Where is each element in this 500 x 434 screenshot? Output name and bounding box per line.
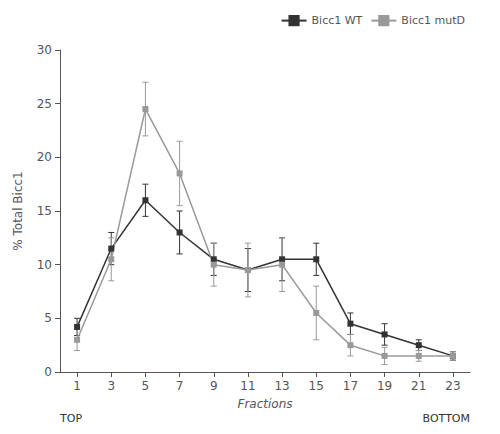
svg-text:15: 15 (37, 204, 52, 218)
svg-text:13: 13 (274, 379, 289, 393)
svg-text:7: 7 (176, 379, 184, 393)
svg-text:19: 19 (377, 379, 392, 393)
svg-text:15: 15 (309, 379, 324, 393)
svg-text:1: 1 (73, 379, 81, 393)
svg-text:30: 30 (37, 43, 52, 57)
svg-text:17: 17 (343, 379, 358, 393)
svg-text:23: 23 (445, 379, 460, 393)
svg-text:TOP: TOP (59, 412, 82, 425)
svg-text:11: 11 (240, 379, 255, 393)
svg-text:5: 5 (44, 311, 52, 325)
svg-text:BOTTOM: BOTTOM (423, 412, 470, 425)
svg-text:20: 20 (37, 150, 52, 164)
svg-text:Bicc1 mutD: Bicc1 mutD (401, 14, 465, 27)
svg-text:% Total Bicc1: % Total Bicc1 (11, 171, 25, 250)
svg-text:0: 0 (44, 365, 52, 379)
svg-text:21: 21 (411, 379, 426, 393)
svg-text:9: 9 (210, 379, 218, 393)
svg-text:Fractions: Fractions (237, 397, 292, 411)
svg-text:25: 25 (37, 97, 52, 111)
svg-text:Bicc1 WT: Bicc1 WT (312, 14, 363, 27)
svg-text:10: 10 (37, 258, 52, 272)
svg-text:3: 3 (107, 379, 115, 393)
svg-text:5: 5 (142, 379, 150, 393)
